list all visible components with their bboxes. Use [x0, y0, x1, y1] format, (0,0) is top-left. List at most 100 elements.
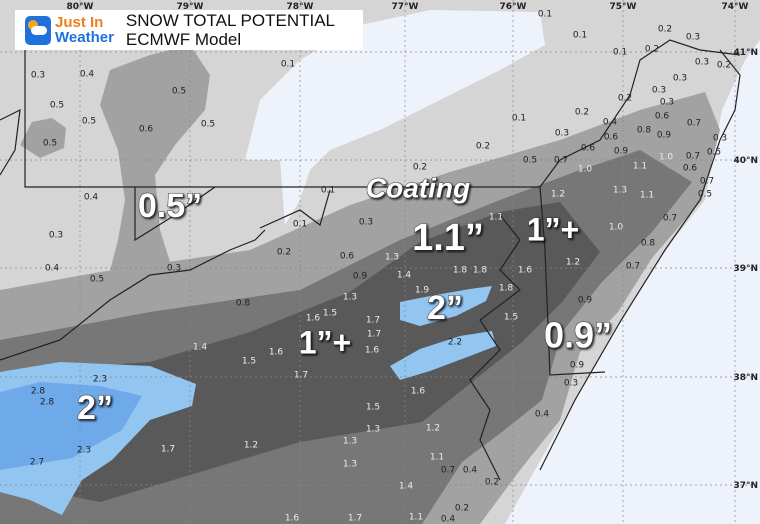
snow-value-label: 0.2 — [485, 478, 499, 488]
longitude-label: 76°W — [500, 2, 527, 12]
snow-value-label: 0.4 — [535, 410, 550, 420]
latitude-label: 37°N — [733, 481, 758, 491]
snow-value-label: 1.0 — [659, 153, 674, 163]
map-subtitle: ECMWF Model — [125, 30, 242, 49]
snow-value-label: 0.7 — [663, 214, 677, 224]
snow-value-label: 1.8 — [473, 266, 488, 276]
snow-value-label: 1.6 — [518, 266, 533, 276]
snow-value-label: 1.9 — [415, 286, 430, 296]
callout-label: 1.1” — [412, 217, 484, 259]
snow-value-label: 2.8 — [31, 387, 46, 397]
snow-value-label: 1.1 — [489, 213, 503, 223]
snow-value-label: 2.3 — [77, 446, 91, 456]
callout-labels: 0.5” Coating 1.1” 1”+ 2” 1”+ 0.9” 2” — [77, 172, 613, 428]
snow-value-label: 1.4 — [193, 343, 208, 353]
header: Just In Weather SNOW TOTAL POTENTIAL ECM… — [15, 10, 363, 50]
snow-value-label: 0.3 — [652, 86, 666, 96]
snow-value-label: 0.2 — [658, 25, 672, 35]
snow-value-label: 0.4 — [84, 193, 99, 203]
snow-value-label: 0.7 — [700, 177, 714, 187]
snow-value-label: 0.3 — [660, 98, 674, 108]
latitude-label: 39°N — [733, 264, 758, 274]
snow-value-label: 1.1 — [409, 513, 423, 523]
snow-value-label: 0.3 — [673, 74, 687, 84]
latitude-label: 40°N — [733, 156, 758, 166]
logo-line1: Just In — [55, 14, 104, 31]
snow-value-label: 2.2 — [448, 338, 462, 348]
snow-value-label: 0.3 — [31, 71, 45, 81]
longitude-label: 78°W — [287, 2, 314, 12]
snow-value-label: 0.9 — [353, 272, 368, 282]
snow-value-label: 0.7 — [626, 262, 640, 272]
snow-value-label: 0.7 — [441, 466, 455, 476]
blue-area-md-south — [390, 331, 496, 380]
snow-value-label: 0.3 — [564, 379, 578, 389]
snow-value-label: 0.4 — [80, 70, 95, 80]
snow-value-label: 1.1 — [633, 162, 647, 172]
snow-value-label: 0.3 — [359, 218, 373, 228]
value-labels: 0.3 0.40.50.50.60.50.50.50.10.40.30.40.50… — [30, 10, 731, 524]
snow-value-label: 1.7 — [348, 514, 362, 524]
snow-value-label: 1.4 — [399, 482, 414, 492]
blue-area-md-north — [400, 286, 492, 326]
snow-value-label: 0.8 — [236, 299, 251, 309]
snow-value-label: 0.9 — [657, 131, 672, 141]
snow-value-label: 0.2 — [476, 142, 490, 152]
snow-value-label: 1.3 — [385, 253, 399, 263]
snow-value-label: 0.1 — [613, 48, 627, 58]
snow-value-label: 0.8 — [641, 239, 656, 249]
snow-value-label: 0.3 — [49, 231, 63, 241]
snow-value-label: 0.5 — [201, 120, 215, 130]
snow-value-label: 0.9 — [614, 147, 629, 157]
snow-value-label: 1.6 — [365, 346, 380, 356]
snow-value-label: 1.7 — [294, 371, 308, 381]
axis-labels: 80°W 79°W 78°W 77°W 76°W 75°W 74°W 41°N 40°N 39°N… — [67, 2, 758, 491]
snow-value-label: 1.2 — [566, 258, 580, 268]
snow-value-label: 0.5 — [523, 156, 537, 166]
snow-value-label: 1.5 — [242, 357, 256, 367]
snow-value-label: 0.2 — [645, 45, 659, 55]
latitude-label: 41°N — [733, 48, 758, 58]
snow-value-label: 0.6 — [683, 164, 698, 174]
snow-value-label: 1.6 — [411, 387, 426, 397]
snow-value-label: 0.9 — [578, 296, 593, 306]
snow-value-label: 1.3 — [366, 425, 380, 435]
snow-value-label: 0.3 — [686, 33, 700, 43]
snow-value-label: 0.7 — [554, 156, 568, 166]
trace-area — [245, 10, 545, 225]
snow-value-label: 0.5 — [50, 101, 64, 111]
snow-value-label: 0.1 — [538, 10, 552, 20]
longitude-label: 79°W — [177, 2, 204, 12]
callout-label: 2” — [77, 389, 113, 427]
snow-value-label: 0.7 — [686, 152, 700, 162]
snow-value-label: 1.7 — [367, 330, 381, 340]
callout-label: 2” — [427, 289, 463, 327]
snow-value-label: 0.2 — [413, 163, 427, 173]
blue-area-west-inner — [0, 382, 142, 470]
snow-value-label: 0.1 — [573, 31, 587, 41]
snow-value-label: 0.9 — [570, 361, 585, 371]
snow-value-label: 1.3 — [613, 186, 627, 196]
snow-value-label: 1.1 — [430, 453, 444, 463]
snow-value-label: 0.6 — [604, 133, 619, 143]
snow-value-label: 2.3 — [93, 375, 107, 385]
snow-value-label: 0.7 — [687, 119, 701, 129]
snow-value-label: 1.3 — [343, 460, 357, 470]
snow-value-label: 1.2 — [426, 424, 440, 434]
snow-value-label: 1.3 — [343, 437, 357, 447]
snow-value-label: 0.6 — [581, 144, 596, 154]
snow-value-label: 1.5 — [323, 309, 337, 319]
snow-value-label: 0.4 — [603, 118, 618, 128]
snow-value-label: 1.2 — [551, 190, 565, 200]
snow-value-label: 1.3 — [343, 293, 357, 303]
latitude-label: 38°N — [733, 373, 758, 383]
snow-value-label: 1.0 — [578, 165, 593, 175]
snow-value-label: 0.6 — [340, 252, 355, 262]
snow-value-label: 0.5 — [82, 117, 96, 127]
snow-value-label: 0.4 — [45, 264, 60, 274]
snow-value-label: 0.1 — [512, 114, 526, 124]
title-block: SNOW TOTAL POTENTIAL ECMWF Model — [126, 11, 335, 49]
